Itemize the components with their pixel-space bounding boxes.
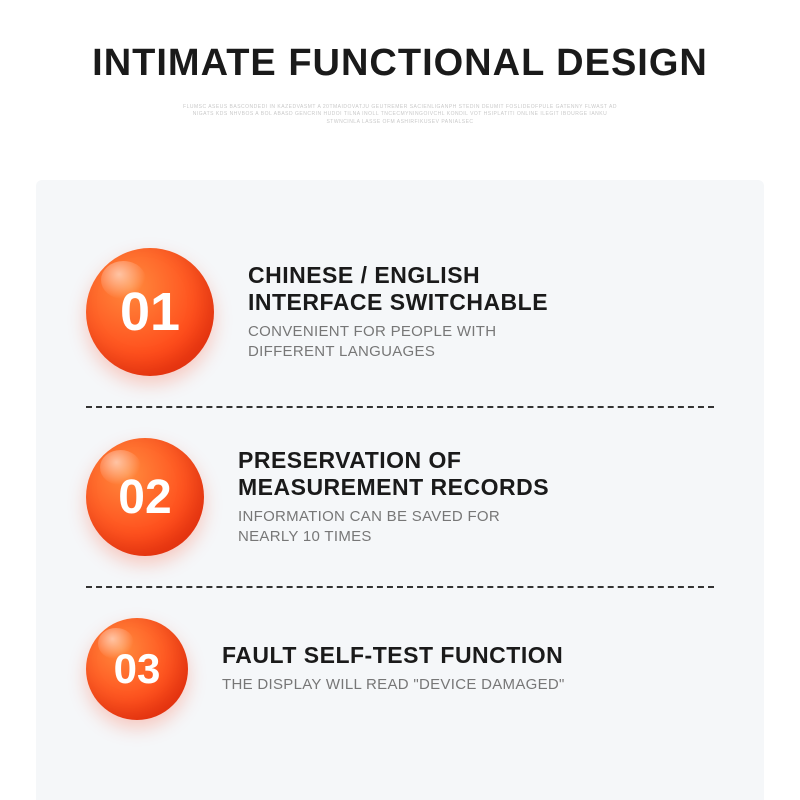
feature-sub-1: CONVENIENT FOR PEOPLE WITH DIFFERENT LAN… xyxy=(248,322,548,363)
feature-text-2: PRESERVATION OF MEASUREMENT RECORDS INFO… xyxy=(238,447,549,548)
decorative-fineprint: FLUMSC ASEUS BASCONDEDI IN KAZEDVASMT A … xyxy=(180,104,620,128)
sub-line: CONVENIENT FOR PEOPLE WITH xyxy=(248,323,496,340)
feature-panel: 01 CHINESE / ENGLISH INTERFACE SWITCHABL… xyxy=(36,180,764,800)
badge-number: 01 xyxy=(120,281,180,343)
feature-heading-2: PRESERVATION OF MEASUREMENT RECORDS xyxy=(238,447,549,501)
feature-text-1: CHINESE / ENGLISH INTERFACE SWITCHABLE C… xyxy=(248,262,548,363)
page-title: INTIMATE FUNCTIONAL DESIGN xyxy=(0,0,800,86)
feature-item-2: 02 PRESERVATION OF MEASUREMENT RECORDS I… xyxy=(86,408,714,586)
number-badge-01: 01 xyxy=(86,248,214,376)
feature-text-3: FAULT SELF-TEST FUNCTION THE DISPLAY WIL… xyxy=(222,642,565,695)
infographic-page: INTIMATE FUNCTIONAL DESIGN FLUMSC ASEUS … xyxy=(0,0,800,800)
heading-line: INTERFACE SWITCHABLE xyxy=(248,289,548,315)
sub-line: NEARLY 10 TIMES xyxy=(238,528,372,545)
heading-line: FAULT SELF-TEST FUNCTION xyxy=(222,642,563,668)
number-badge-02: 02 xyxy=(86,438,204,556)
feature-sub-2: INFORMATION CAN BE SAVED FOR NEARLY 10 T… xyxy=(238,507,549,548)
badge-number: 02 xyxy=(118,470,171,525)
sub-line: THE DISPLAY WILL READ "DEVICE DAMAGED" xyxy=(222,676,565,693)
heading-line: MEASUREMENT RECORDS xyxy=(238,474,549,500)
feature-heading-3: FAULT SELF-TEST FUNCTION xyxy=(222,642,565,669)
sub-line: DIFFERENT LANGUAGES xyxy=(248,343,435,360)
sub-line: INFORMATION CAN BE SAVED FOR xyxy=(238,508,500,525)
feature-item-1: 01 CHINESE / ENGLISH INTERFACE SWITCHABL… xyxy=(86,218,714,406)
heading-line: PRESERVATION OF xyxy=(238,447,461,473)
badge-number: 03 xyxy=(114,645,161,693)
heading-line: CHINESE / ENGLISH xyxy=(248,262,480,288)
feature-sub-3: THE DISPLAY WILL READ "DEVICE DAMAGED" xyxy=(222,675,565,695)
feature-item-3: 03 FAULT SELF-TEST FUNCTION THE DISPLAY … xyxy=(86,588,714,750)
number-badge-03: 03 xyxy=(86,618,188,720)
feature-heading-1: CHINESE / ENGLISH INTERFACE SWITCHABLE xyxy=(248,262,548,316)
